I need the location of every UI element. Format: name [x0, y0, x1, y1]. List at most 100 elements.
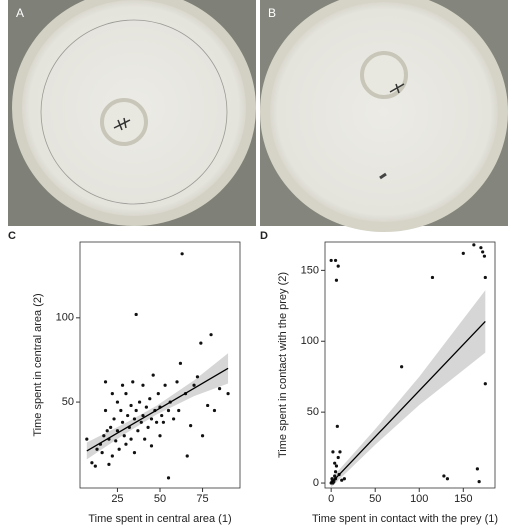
point: [336, 455, 340, 460]
point: [129, 403, 133, 408]
x-tick-label: 150: [454, 493, 472, 505]
x-tick-label: 50: [369, 493, 381, 505]
point: [120, 420, 125, 424]
point: [115, 400, 120, 404]
confidence-band: [331, 290, 486, 488]
point: [461, 251, 465, 255]
point: [177, 408, 181, 413]
point: [115, 429, 120, 433]
point: [149, 417, 154, 421]
point: [139, 420, 143, 424]
point: [217, 386, 222, 391]
point: [172, 417, 176, 421]
x-axis-title: Time spent in central area (1): [88, 513, 231, 525]
point: [199, 341, 203, 345]
y-axis-title: Time spent in central area (2): [32, 293, 44, 436]
y-tick-label: 100: [56, 312, 74, 324]
point: [122, 434, 126, 438]
point: [148, 397, 152, 401]
point: [103, 408, 108, 413]
point: [132, 417, 137, 421]
point: [131, 380, 135, 384]
point: [143, 437, 147, 441]
point: [151, 373, 155, 377]
point: [192, 383, 196, 387]
point: [442, 474, 446, 478]
point: [336, 264, 340, 268]
point: [166, 476, 171, 480]
point: [158, 434, 162, 438]
y-tick-label: 0: [313, 477, 319, 489]
panel-label: C: [8, 230, 16, 242]
point: [95, 447, 99, 451]
confidence-band: [86, 353, 229, 460]
point: [330, 477, 334, 481]
photo-a: A: [8, 0, 256, 226]
point: [445, 477, 450, 481]
point: [209, 333, 213, 337]
point: [141, 413, 145, 418]
point: [126, 413, 130, 418]
point: [333, 461, 337, 465]
x-tick-label: 25: [111, 493, 123, 505]
point: [146, 425, 150, 429]
point: [105, 429, 109, 433]
point: [475, 467, 479, 471]
photo-b: B: [260, 0, 508, 232]
y-tick-label: 100: [301, 335, 319, 347]
point: [120, 383, 125, 387]
fit-line: [86, 367, 229, 452]
point: [329, 258, 333, 263]
point: [479, 246, 483, 250]
point: [335, 424, 339, 428]
point: [180, 252, 184, 256]
point: [129, 437, 133, 441]
point: [483, 275, 487, 280]
x-tick-label: 0: [328, 493, 334, 505]
point: [136, 429, 140, 433]
point: [100, 451, 104, 455]
point: [340, 478, 344, 482]
point: [163, 383, 167, 387]
point: [481, 250, 485, 254]
point: [141, 383, 145, 387]
photo-label: A: [16, 6, 24, 20]
point: [134, 312, 138, 317]
point: [472, 243, 476, 247]
point: [430, 275, 435, 280]
y-axis-title: Time spent in contact with the prey (2): [277, 272, 289, 458]
point: [185, 454, 189, 458]
point: [156, 392, 160, 396]
point: [331, 450, 335, 454]
point: [212, 408, 217, 413]
point: [200, 434, 205, 438]
point: [166, 408, 171, 413]
point: [226, 392, 230, 396]
photo-label: B: [268, 6, 276, 20]
point: [85, 437, 89, 441]
point: [400, 365, 404, 369]
point: [342, 477, 346, 481]
point: [134, 408, 138, 413]
point: [154, 420, 159, 424]
point: [333, 258, 338, 263]
point: [195, 375, 200, 379]
y-tick-label: 150: [301, 264, 319, 276]
point: [109, 425, 113, 429]
point: [178, 361, 183, 365]
point: [119, 408, 123, 413]
point: [175, 380, 179, 384]
x-axis-title: Time spent in contact with the prey (1): [312, 513, 498, 525]
point: [206, 403, 210, 408]
point: [144, 405, 148, 409]
point: [112, 417, 116, 421]
point: [189, 424, 193, 428]
y-tick-label: 50: [307, 406, 319, 418]
x-tick-label: 75: [196, 493, 208, 505]
point: [137, 400, 142, 404]
point: [114, 439, 118, 443]
point: [102, 434, 106, 438]
point: [90, 461, 94, 465]
